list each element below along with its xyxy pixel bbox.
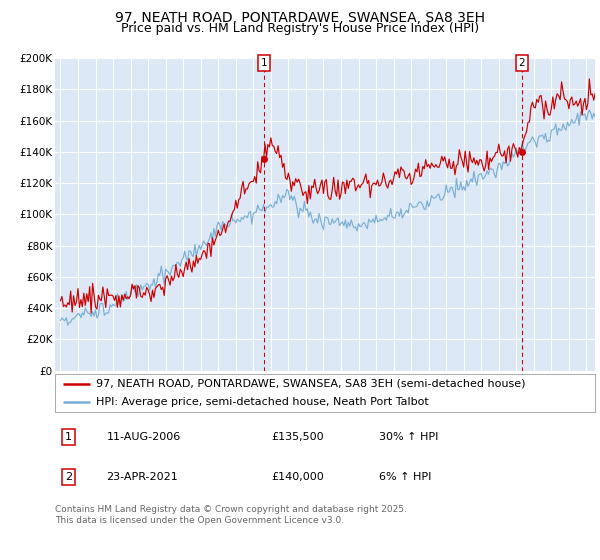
Text: 2: 2 (65, 472, 72, 482)
Text: £140,000: £140,000 (271, 472, 324, 482)
Text: 1: 1 (260, 58, 268, 68)
Text: HPI: Average price, semi-detached house, Neath Port Talbot: HPI: Average price, semi-detached house,… (96, 397, 428, 407)
Text: 30% ↑ HPI: 30% ↑ HPI (379, 432, 439, 442)
Text: 1: 1 (65, 432, 72, 442)
Text: 11-AUG-2006: 11-AUG-2006 (107, 432, 181, 442)
Text: 23-APR-2021: 23-APR-2021 (107, 472, 178, 482)
Text: 97, NEATH ROAD, PONTARDAWE, SWANSEA, SA8 3EH: 97, NEATH ROAD, PONTARDAWE, SWANSEA, SA8… (115, 11, 485, 25)
Text: 97, NEATH ROAD, PONTARDAWE, SWANSEA, SA8 3EH (semi-detached house): 97, NEATH ROAD, PONTARDAWE, SWANSEA, SA8… (96, 379, 525, 389)
Text: £135,500: £135,500 (271, 432, 324, 442)
Text: Contains HM Land Registry data © Crown copyright and database right 2025.
This d: Contains HM Land Registry data © Crown c… (55, 505, 407, 525)
Text: 6% ↑ HPI: 6% ↑ HPI (379, 472, 431, 482)
Text: 2: 2 (518, 58, 525, 68)
Text: Price paid vs. HM Land Registry's House Price Index (HPI): Price paid vs. HM Land Registry's House … (121, 22, 479, 35)
